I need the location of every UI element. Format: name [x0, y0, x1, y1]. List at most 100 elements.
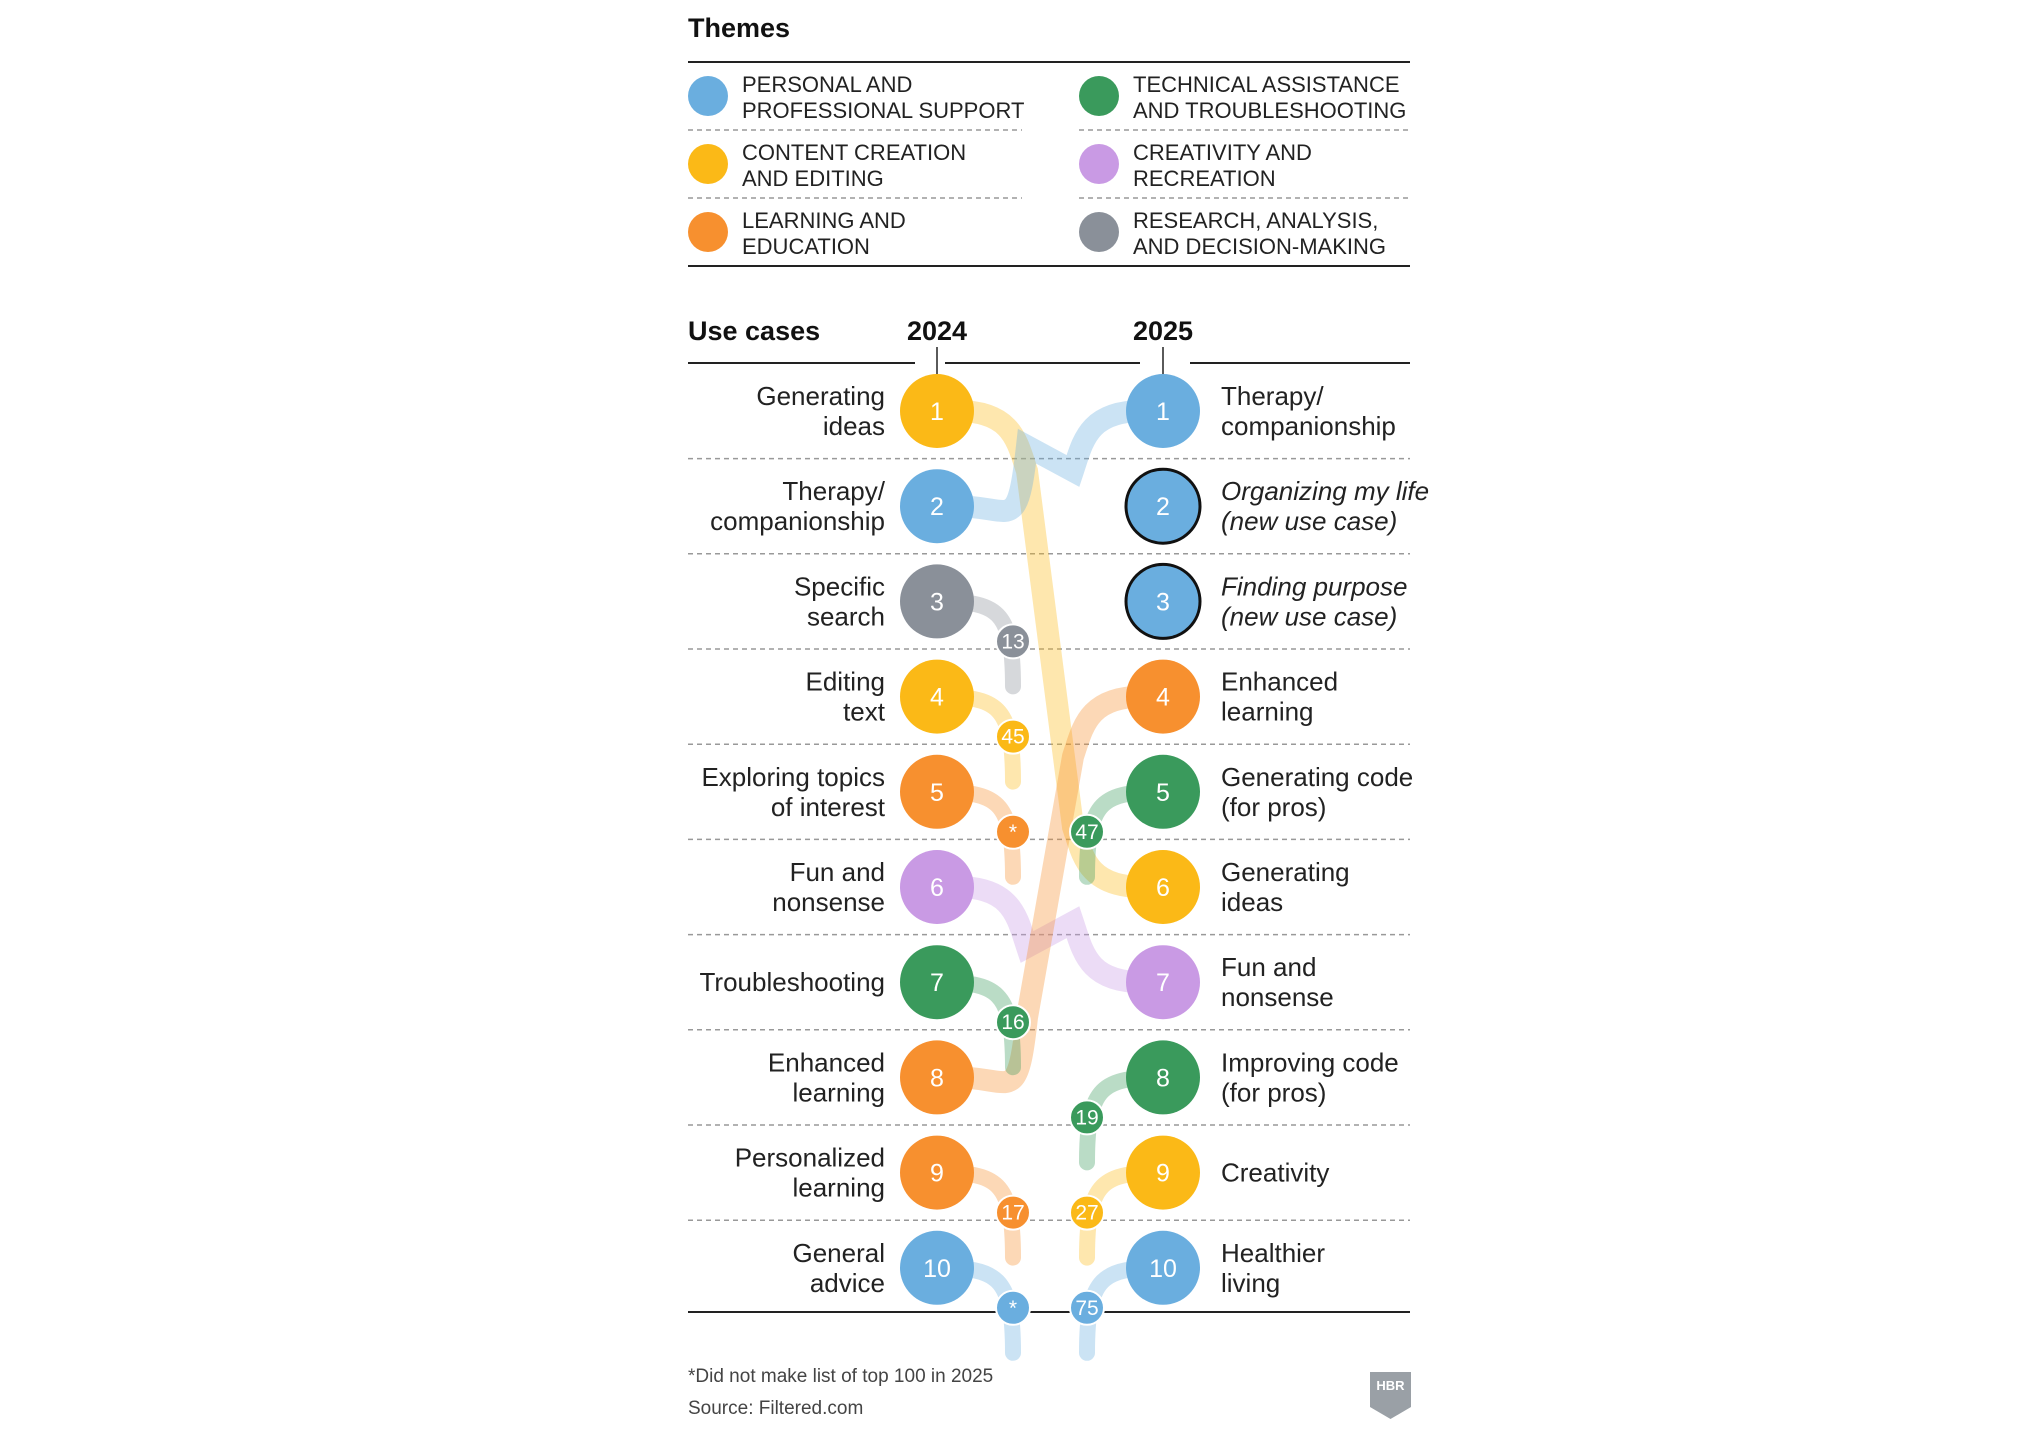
legend-item-research: RESEARCH, ANALYSIS,AND DECISION-MAKING [1079, 208, 1386, 259]
rank-2025-circle [1126, 1135, 1200, 1210]
legend-swatch-creativity [1079, 144, 1119, 184]
use-case-2024-label: Fun and [790, 857, 885, 887]
stub-2025-rank-5-badge [995, 813, 1031, 850]
legend-label-technical: TECHNICAL ASSISTANCE [1133, 72, 1400, 97]
rank-2024-number: 5 [930, 779, 944, 807]
hbr-logo-text: HBR [1376, 1378, 1405, 1393]
use-case-2024-label: Exploring topics [701, 762, 885, 792]
legend-label-technical: AND TROUBLESHOOTING [1133, 98, 1406, 123]
use-case-2024-label: text [843, 697, 886, 727]
rank-2024-number: 1 [930, 398, 944, 426]
stub-2025-rank-4-badge [995, 718, 1031, 755]
use-case-2025-label: learning [1221, 697, 1314, 727]
rank-2025-number: 5 [1156, 779, 1170, 807]
row-2025-3: 3 Finding purpose(new use case) [1124, 562, 1407, 640]
stub-2024-rank-5-value: 47 [1075, 821, 1098, 844]
rank-2025-circle [1126, 374, 1200, 448]
rank-2024-circle [900, 374, 974, 448]
rank-2025-number: 2 [1156, 493, 1170, 521]
legend-label-content: CONTENT CREATION [742, 140, 966, 165]
rank-2025-circle-new [1124, 467, 1202, 545]
rank-2025-number: 10 [1149, 1255, 1177, 1283]
rank-2025-number: 8 [1156, 1064, 1170, 1092]
use-case-2025-label: Therapy/ [1221, 381, 1324, 411]
connector-2-to-1 [946, 400, 1154, 522]
year-2024-label: 2024 [907, 316, 967, 346]
rank-2025-number: 1 [1156, 398, 1170, 426]
rank-2024-circle [900, 754, 974, 829]
legend-label-creativity: CREATIVITY AND [1133, 140, 1312, 165]
stub-2025-rank-7-value: 16 [1001, 1011, 1024, 1034]
chart-frame [688, 347, 1410, 1313]
use-case-2024-label: Specific [794, 571, 885, 601]
footnote: *Did not make list of top 100 in 2025 [688, 1366, 993, 1387]
legend-label-content: AND EDITING [742, 166, 884, 191]
use-case-2024-label: search [807, 601, 885, 631]
stub-2025-rank-10-badge [995, 1289, 1031, 1326]
row-2025-5: 5 Generating code(for pros) [1126, 754, 1413, 829]
use-case-2025-label: (for pros) [1221, 792, 1326, 822]
rank-2025-circle [1126, 850, 1200, 924]
rank-2025-circle-new [1124, 562, 1202, 640]
rank-2024-circle [900, 564, 974, 639]
rank-2024-number: 7 [930, 969, 944, 997]
use-case-2025-label: Enhanced [1221, 667, 1338, 697]
rank-2025-number: 9 [1156, 1160, 1170, 1188]
use-case-2024-label: ideas [823, 411, 885, 441]
row-2025-9: 9 Creativity [1126, 1135, 1329, 1210]
row-2024-2: 2 Therapy/companionship [710, 469, 974, 544]
legend-swatch-content [688, 144, 728, 184]
legend-label-personal: PERSONAL AND [742, 72, 912, 97]
use-case-2025-label: companionship [1221, 411, 1396, 441]
rank-2024-number: 10 [923, 1255, 951, 1283]
rank-2025-circle [1126, 1040, 1200, 1115]
stub-2025-rank-3-badge [995, 623, 1031, 660]
connector-6-to-7 [946, 876, 1154, 994]
use-case-2024-label: Editing [806, 667, 886, 697]
rank-2025-number: 4 [1156, 684, 1170, 712]
legend-swatch-learning [688, 212, 728, 252]
use-case-2025-label: Finding purpose [1221, 571, 1407, 601]
rank-2025-number: 3 [1156, 588, 1170, 616]
rank-2025-circle [1126, 945, 1200, 1020]
use-case-2024-label: nonsense [772, 887, 885, 917]
column-2025: 1 Therapy/companionship 2 Organizing my lif… [1124, 374, 1429, 1305]
connector-1-to-6 [946, 400, 1154, 898]
rank-2024-circle [900, 659, 974, 734]
use-case-2025-label: Improving code [1221, 1047, 1399, 1077]
stub-2024-rank-10-badge [1069, 1289, 1105, 1326]
legend-label-creativity: RECREATION [1133, 166, 1276, 191]
stub-2024-rank-8-badge [1069, 1099, 1105, 1136]
stub-2025-rank-10-value: * [1009, 1297, 1017, 1320]
rank-2024-circle [900, 945, 974, 1020]
stub-2024-rank-5-badge [1069, 813, 1105, 850]
stub-2024-rank-9-value: 27 [1075, 1202, 1098, 1225]
rank-2025-number: 7 [1156, 969, 1170, 997]
row-2025-1: 1 Therapy/companionship [1126, 374, 1396, 448]
rank-2025-circle [1126, 659, 1200, 734]
use-case-2025-label: Generating [1221, 857, 1350, 887]
stub-2025-rank-7-badge [995, 1004, 1031, 1041]
legend-label-research: AND DECISION-MAKING [1133, 234, 1386, 259]
rank-2025-circle [1126, 1230, 1200, 1305]
legend-swatch-technical [1079, 76, 1119, 116]
use-case-2025-label: nonsense [1221, 982, 1334, 1012]
use-case-2024-label: Therapy/ [782, 476, 885, 506]
use-case-2025-label: Organizing my life [1221, 476, 1429, 506]
legend-label-personal: PROFESSIONAL SUPPORT [742, 98, 1024, 123]
use-cases-title: Use cases [688, 316, 820, 346]
rank-2024-number: 2 [930, 493, 944, 521]
